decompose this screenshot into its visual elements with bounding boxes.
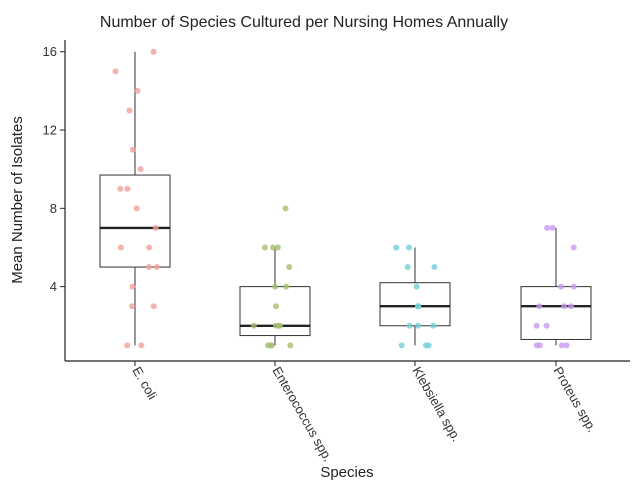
y-tick-label: 4 [50,279,57,294]
data-point-enterococcus-spp [282,205,289,212]
data-point-klebsiella-spp [430,322,437,329]
y-tick-label: 12 [43,123,57,138]
data-point-e-coli [117,185,124,192]
data-point-e-coli [137,166,144,173]
data-point-proteus-spp [544,224,551,231]
data-point-e-coli [129,303,136,310]
data-point-klebsiella-spp [415,322,422,329]
data-point-e-coli [153,264,160,271]
data-point-proteus-spp [549,224,556,231]
data-point-e-coli [112,68,119,75]
data-point-proteus-spp [533,322,540,329]
data-point-enterococcus-spp [287,342,294,349]
data-point-e-coli [138,342,145,349]
data-point-e-coli [134,87,141,94]
data-point-proteus-spp [570,244,577,251]
data-point-enterococcus-spp [274,244,281,251]
chart-title: Number of Species Cultured per Nursing H… [100,14,508,31]
data-point-proteus-spp [568,303,575,310]
data-point-e-coli [129,283,136,290]
data-point-klebsiella-spp [406,322,413,329]
data-point-e-coli [124,185,131,192]
data-point-proteus-spp [536,303,543,310]
data-point-e-coli [145,264,152,271]
data-point-klebsiella-spp [406,244,413,251]
box-e-coli [99,174,171,268]
data-point-klebsiella-spp [404,264,411,271]
x-tick-label-e-coli: E. coli [129,364,160,402]
box-klebsiella-spp [379,282,451,327]
data-point-proteus-spp [558,342,565,349]
data-point-proteus-spp [570,283,577,290]
y-tick-label: 8 [50,201,57,216]
data-point-e-coli [150,48,157,55]
data-point-proteus-spp [543,322,550,329]
data-point-enterococcus-spp [276,322,283,329]
box-proteus-spp [520,286,592,340]
x-axis-title: Species [320,464,373,480]
data-point-klebsiella-spp [431,264,438,271]
data-point-enterococcus-spp [273,303,280,310]
data-point-proteus-spp [533,342,540,349]
data-point-enterococcus-spp [270,244,277,251]
data-point-e-coli [150,303,157,310]
data-point-e-coli [126,107,133,114]
data-point-klebsiella-spp [393,244,400,251]
data-point-enterococcus-spp [261,244,268,251]
plot-area: 4 8 12 16 E. coli Enterococcus spp. Klebsiella… [43,40,630,464]
data-point-proteus-spp [561,303,568,310]
data-point-enterococcus-spp [272,283,279,290]
data-point-enterococcus-spp [268,342,275,349]
data-point-enterococcus-spp [286,264,293,271]
data-point-proteus-spp [558,283,565,290]
data-point-e-coli [129,146,136,153]
data-point-proteus-spp [563,342,570,349]
data-point-e-coli [146,244,153,251]
x-tick-label-klebsiella-spp: Klebsiella spp. [409,364,464,444]
data-point-e-coli [133,205,140,212]
x-tick-label-enterococcus-spp: Enterococcus spp. [269,364,335,464]
data-point-klebsiella-spp [415,303,422,310]
data-point-e-coli [152,224,159,231]
data-point-e-coli [124,342,131,349]
data-point-e-coli [117,244,124,251]
x-tick-label-proteus-spp: Proteus spp. [550,364,599,435]
y-axis-title: Mean Number of Isolates [9,116,26,284]
data-point-klebsiella-spp [398,342,405,349]
data-point-klebsiella-spp [413,283,420,290]
y-tick-label: 16 [43,44,57,59]
data-point-klebsiella-spp [422,342,429,349]
data-point-enterococcus-spp [283,283,290,290]
data-point-enterococcus-spp [250,322,257,329]
